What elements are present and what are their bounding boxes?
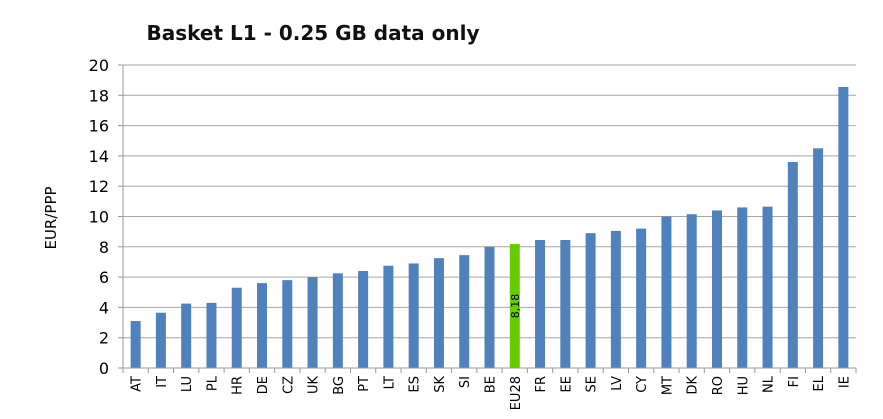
bar-el — [813, 148, 824, 368]
bar-sk — [433, 258, 444, 368]
x-tick-label: HU — [736, 376, 751, 395]
x-tick-label: SK — [433, 376, 448, 393]
bar-lv — [610, 230, 621, 368]
bar-be — [484, 246, 495, 368]
bar-ro — [711, 210, 722, 368]
bar-cz — [282, 280, 293, 368]
x-tick-label: EU28 — [509, 376, 524, 410]
bars — [130, 86, 849, 368]
bar-lt — [383, 265, 394, 368]
bar-it — [155, 312, 166, 368]
bar-se — [585, 233, 596, 368]
x-tick-label: HR — [231, 376, 246, 395]
x-tick-label: AT — [130, 376, 145, 392]
bar-bg — [332, 273, 343, 368]
bar-fr — [535, 239, 546, 368]
y-tick-labels: 0 2 4 6 8 10 12 14 16 18 20 — [89, 56, 109, 378]
y-tick-label: 18 — [89, 86, 109, 105]
x-tick-label: FI — [787, 376, 802, 387]
x-tick-label: EL — [812, 375, 827, 391]
x-tick-label: RO — [711, 376, 726, 395]
bar-fi — [787, 161, 798, 368]
x-tick-label: LT — [382, 376, 397, 389]
data-label: 8,18 — [509, 294, 522, 319]
x-tick-label: MT — [660, 376, 675, 395]
y-tick-label: 6 — [99, 268, 109, 287]
x-tick-label: SI — [458, 376, 473, 388]
x-tick-label: BE — [484, 376, 499, 393]
x-tick-label: BG — [332, 376, 347, 395]
x-tick-label: CY — [635, 376, 650, 393]
bar-nl — [762, 206, 773, 368]
y-tick-label: 14 — [89, 147, 109, 166]
bar-pl — [206, 302, 217, 368]
x-tick-label: CZ — [281, 376, 296, 394]
x-tick-label: FR — [534, 376, 549, 393]
x-tick-label: IE — [837, 376, 852, 388]
x-tick-label: NL — [762, 375, 777, 393]
x-tick-label: DE — [256, 376, 271, 394]
x-tick-label: SE — [585, 376, 600, 392]
bar-si — [459, 255, 470, 368]
y-axis-label: EUR/PPP — [42, 186, 60, 249]
y-tick-label: 2 — [99, 329, 109, 348]
bar-mt — [661, 216, 672, 368]
y-tick-label: 16 — [89, 117, 109, 136]
x-tick-label: LV — [610, 376, 625, 391]
bar-es — [408, 263, 419, 368]
bar-ie — [838, 86, 849, 368]
x-tick-label: UK — [307, 376, 322, 395]
y-tick-label: 4 — [99, 298, 109, 317]
x-tick-label: DK — [686, 376, 701, 395]
data-labels: 8,18 — [509, 294, 522, 319]
bar-hr — [231, 287, 242, 368]
bar-dk — [686, 214, 697, 368]
bar-at — [130, 321, 141, 368]
x-tick-label: LU — [180, 376, 195, 392]
y-tick-label: 20 — [89, 56, 109, 75]
chart-title: Basket L1 - 0.25 GB data only — [146, 21, 479, 45]
bar-cy — [636, 228, 647, 368]
bar-de — [257, 283, 268, 368]
x-tick-label: IT — [155, 376, 170, 388]
bar-uk — [307, 277, 318, 368]
bar-lu — [181, 303, 192, 368]
bar-hu — [737, 207, 748, 368]
x-tick-labels: AT IT LU PL HR DE CZ UK BG PT LT ES SK SI BE EU28 FR EE SE… — [122, 368, 857, 410]
x-tick-label: EE — [559, 376, 574, 392]
y-tick-label: 10 — [89, 208, 109, 227]
y-tick-label: 0 — [99, 359, 109, 378]
x-tick-label: PL — [205, 375, 220, 391]
x-tick-label: PT — [357, 376, 372, 392]
y-tick-label: 12 — [89, 177, 109, 196]
bar-ee — [560, 239, 571, 368]
x-tick-label: ES — [408, 376, 423, 392]
bar-eu28 — [509, 244, 520, 368]
y-tick-label: 8 — [99, 238, 109, 257]
bar-pt — [358, 271, 369, 368]
